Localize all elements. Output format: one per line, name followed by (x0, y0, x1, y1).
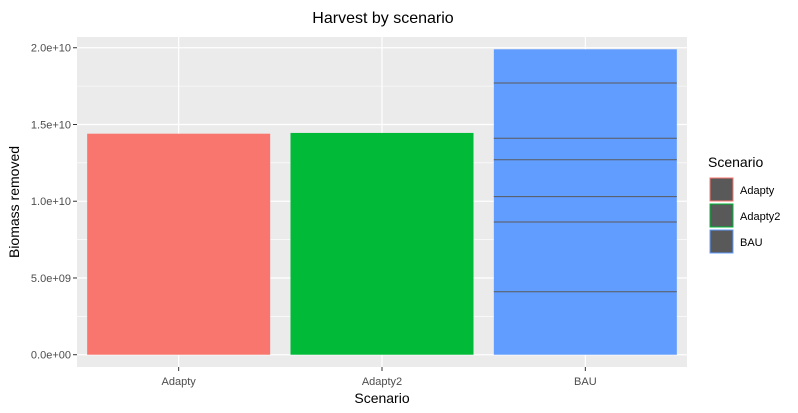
bars (87, 49, 677, 355)
legend: Scenario Adapty Adapty2 BAU (708, 154, 780, 254)
y-axis: 0.0e+00 5.0e+09 1.0e+10 1.5e+10 2.0e+10 (31, 43, 77, 362)
legend-label-bau: BAU (740, 237, 763, 249)
x-axis-title: Scenario (354, 390, 409, 406)
legend-key-bau (709, 229, 734, 254)
bar-adapty2 (290, 132, 474, 355)
chart-title: Harvest by scenario (312, 10, 453, 27)
y-tick-label: 2.0e+10 (31, 43, 71, 55)
legend-title: Scenario (708, 154, 763, 170)
x-tick-label: BAU (574, 376, 597, 388)
bar-adapty (87, 133, 271, 355)
x-tick-label: Adapty2 (362, 376, 402, 388)
legend-key-adapty2 (709, 203, 734, 228)
y-axis-title: Biomass removed (6, 146, 22, 258)
y-tick-label: 1.5e+10 (31, 119, 71, 131)
x-axis: Adapty Adapty2 BAU (162, 367, 597, 388)
legend-label-adapty: Adapty (740, 185, 775, 197)
y-tick-label: 0.0e+00 (31, 350, 71, 362)
y-tick-label: 5.0e+09 (31, 273, 71, 285)
x-tick-label: Adapty (162, 376, 197, 388)
legend-label-adapty2: Adapty2 (740, 211, 780, 223)
legend-key-adapty (709, 177, 734, 202)
bar-bau (493, 49, 677, 355)
y-tick-label: 1.0e+10 (31, 196, 71, 208)
